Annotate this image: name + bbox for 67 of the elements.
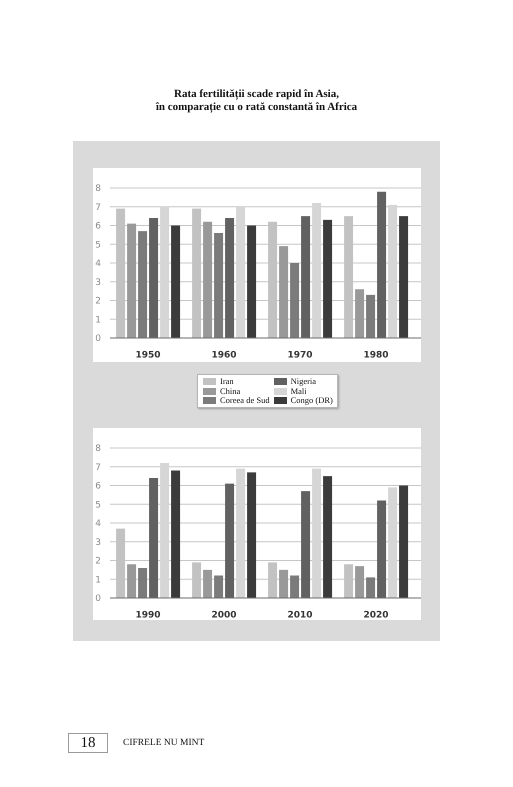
- y-tick-label: 3: [95, 278, 101, 288]
- y-tick-label: 5: [95, 240, 101, 250]
- bar: [366, 577, 376, 598]
- y-tick-label: 4: [95, 519, 102, 530]
- text: CIFRELE NU MINT: [123, 737, 204, 749]
- bar: [203, 570, 212, 598]
- bar: [138, 231, 148, 338]
- x-tick-label: 2010: [287, 610, 313, 620]
- legend-label: Mali: [290, 386, 307, 396]
- bar: [312, 468, 322, 598]
- bar: [388, 487, 398, 598]
- bar: [214, 576, 224, 598]
- y-tick-label: 1: [95, 575, 101, 586]
- bar: [323, 476, 332, 598]
- y-tick-label: 8: [95, 184, 102, 194]
- x-tick-label: 2020: [363, 610, 389, 620]
- bar: [160, 463, 170, 598]
- y-tick-label: 7: [95, 462, 101, 473]
- bar: [399, 486, 408, 598]
- bar: [247, 472, 256, 598]
- y-tick-label: 2: [95, 296, 101, 307]
- bar: [312, 203, 322, 338]
- y-tick-label: 1: [95, 315, 101, 326]
- y-tick-label: 6: [95, 222, 102, 232]
- bar: [279, 570, 288, 598]
- y-tick-label: 0: [95, 594, 102, 604]
- x-tick-label: 1950: [135, 350, 161, 360]
- bar: [366, 294, 376, 338]
- bar: [290, 263, 300, 338]
- bar: [323, 220, 332, 338]
- legend-label: Iran: [220, 376, 234, 386]
- y-tick-label: 4: [95, 259, 102, 270]
- y-tick-label: 3: [95, 538, 101, 548]
- x-tick-label: 1970: [287, 350, 313, 360]
- bar: [290, 576, 300, 598]
- y-tick-label: 0: [95, 334, 102, 344]
- bar: [214, 233, 224, 338]
- x-tick-label: 1980: [363, 350, 389, 360]
- bar: [388, 204, 398, 338]
- y-tick-label: 6: [95, 482, 102, 492]
- bar: [355, 566, 364, 598]
- bar: [138, 568, 148, 598]
- bar: [236, 206, 246, 338]
- x-tick-label: 1990: [135, 610, 161, 620]
- bar: [203, 222, 212, 338]
- bar: [247, 226, 256, 338]
- bar: [236, 468, 246, 598]
- x-tick-label: 2000: [211, 610, 237, 620]
- y-tick-label: 8: [95, 444, 102, 454]
- chart-title: Rata fertilității scade rapid în Asia, în comparație cu o rată constantă în Africa: [154, 88, 358, 114]
- legend-label: Nigeria: [290, 376, 316, 386]
- legend-label: China: [220, 386, 240, 396]
- bar: [279, 246, 288, 338]
- y-tick-label: 5: [95, 500, 101, 510]
- text: 18: [68, 733, 108, 753]
- legend-label: Congo (DR): [290, 395, 333, 406]
- bar: [399, 216, 408, 338]
- bar: [127, 564, 136, 598]
- legend-label: Coreea de Sud: [220, 395, 270, 406]
- y-tick-label: 2: [95, 556, 101, 567]
- bar: [127, 224, 136, 338]
- x-tick-label: 1960: [211, 350, 237, 360]
- bar: [171, 226, 180, 338]
- bar: [355, 289, 364, 338]
- bar: [160, 206, 170, 338]
- bar: [171, 470, 180, 598]
- y-tick-label: 7: [95, 202, 101, 213]
